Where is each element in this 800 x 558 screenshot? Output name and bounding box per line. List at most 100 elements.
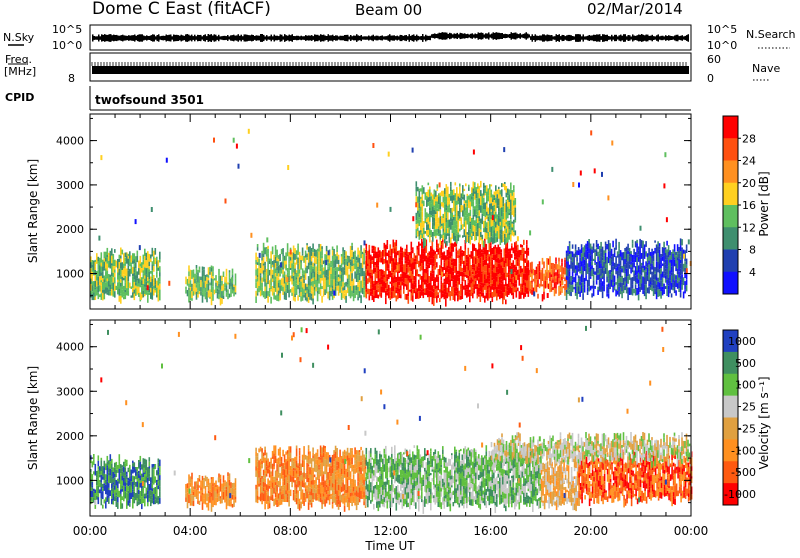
scatter-cell xyxy=(351,243,353,246)
scatter-cell xyxy=(138,501,140,505)
scatter-cell xyxy=(593,250,595,253)
scatter-cell xyxy=(143,291,145,298)
nsky-sample xyxy=(365,36,367,40)
scatter-cell xyxy=(648,272,650,280)
scatter-cell xyxy=(214,491,216,498)
scatter-cell xyxy=(476,209,478,215)
nsky-sample xyxy=(433,34,435,38)
scatter-cell xyxy=(376,258,378,260)
scatter-cell xyxy=(96,289,98,295)
scatter-cell xyxy=(102,266,104,271)
scatter-cell xyxy=(408,281,410,285)
scatter-cell xyxy=(446,229,448,234)
scatter-cell xyxy=(453,205,455,211)
scatter-cell xyxy=(311,265,313,272)
scatter-cell xyxy=(657,287,659,289)
scatter-cell xyxy=(336,280,338,283)
nsky-sample xyxy=(283,36,285,39)
scatter-cell xyxy=(188,276,190,283)
scatter-cell xyxy=(629,274,631,280)
scatter-cell xyxy=(500,226,502,230)
scatter-cell xyxy=(572,285,574,293)
scatter-cell xyxy=(428,230,430,235)
freq-tick: 8 xyxy=(68,72,75,85)
scatter-cell xyxy=(93,266,95,271)
nsky-sample xyxy=(542,34,544,41)
scatter-cell xyxy=(196,292,198,300)
colorbar-tick-label: 16 xyxy=(742,199,756,212)
scatter-cell xyxy=(665,276,667,279)
nsky-sample xyxy=(416,35,418,42)
scatter-cell xyxy=(686,285,688,291)
scatter-cell xyxy=(630,251,632,254)
scatter-cell xyxy=(309,286,311,293)
nsky-sample xyxy=(475,34,477,39)
scatter-cell xyxy=(345,296,347,303)
scatter-cell xyxy=(422,234,424,239)
scatter-cell xyxy=(576,257,578,262)
scatter-cell xyxy=(474,256,476,264)
scatter-cell xyxy=(458,197,460,202)
scatter-cell xyxy=(435,221,437,227)
scatter-cell xyxy=(501,235,503,243)
scatter-cell xyxy=(560,281,562,284)
scatter-cell xyxy=(481,252,483,257)
scatter-cell xyxy=(353,264,355,266)
scatter-cell xyxy=(102,290,104,293)
scatter-cell xyxy=(159,284,161,290)
nsky-sample xyxy=(326,36,328,40)
scatter-cell xyxy=(635,289,637,296)
scatter-cell xyxy=(510,219,512,227)
scatter-cell xyxy=(509,213,511,215)
scatter-cell xyxy=(351,260,353,263)
nsky-sample xyxy=(349,37,351,40)
nsky-sample xyxy=(572,36,574,40)
scatter-cell xyxy=(332,285,334,288)
scatter-cell xyxy=(116,261,118,268)
nave-label: Nave xyxy=(752,62,780,75)
scatter-cell xyxy=(473,150,475,155)
nsky-sample xyxy=(623,34,625,42)
scatter-cell xyxy=(606,276,608,282)
scatter-cell xyxy=(435,266,437,270)
scatter-cell xyxy=(290,257,292,261)
scatter-cell xyxy=(114,463,116,468)
scatter-cell xyxy=(510,232,512,234)
scatter-cell xyxy=(523,285,525,292)
nsky-sample xyxy=(224,36,226,40)
nsky-sample xyxy=(272,36,274,40)
scatter-cell xyxy=(489,232,491,237)
scatter-cell xyxy=(462,268,464,272)
scatter-cell xyxy=(636,240,638,243)
scatter-cell xyxy=(375,290,377,298)
scatter-cell xyxy=(387,274,389,276)
scatter-cell xyxy=(129,251,131,258)
scatter-cell xyxy=(272,291,274,296)
scatter-cell xyxy=(602,292,604,298)
scatter-cell xyxy=(459,205,461,207)
scatter-cell xyxy=(320,283,322,289)
scatter-cell xyxy=(255,276,257,279)
scatter-cell xyxy=(287,268,289,273)
scatter-cell xyxy=(275,287,277,292)
scatter-cell xyxy=(469,292,471,296)
scatter-cell xyxy=(402,266,404,274)
nsky-sample xyxy=(137,35,139,41)
scatter-cell xyxy=(489,237,491,243)
scatter-cell xyxy=(369,273,371,277)
scatter-cell xyxy=(403,282,405,290)
scatter-cell xyxy=(483,250,485,252)
nsky-sample xyxy=(665,35,667,41)
scatter-cell xyxy=(495,212,497,219)
scatter-cell xyxy=(351,273,353,276)
scatter-cell xyxy=(477,284,479,286)
scatter-cell xyxy=(522,283,524,288)
scatter-cell xyxy=(444,282,446,285)
nsky-sample xyxy=(512,33,514,39)
scatter-cell xyxy=(107,271,109,279)
scatter-cell xyxy=(495,277,497,282)
scatter-cell xyxy=(438,277,440,283)
scatter-cell xyxy=(644,284,646,290)
scatter-cell xyxy=(414,259,416,262)
